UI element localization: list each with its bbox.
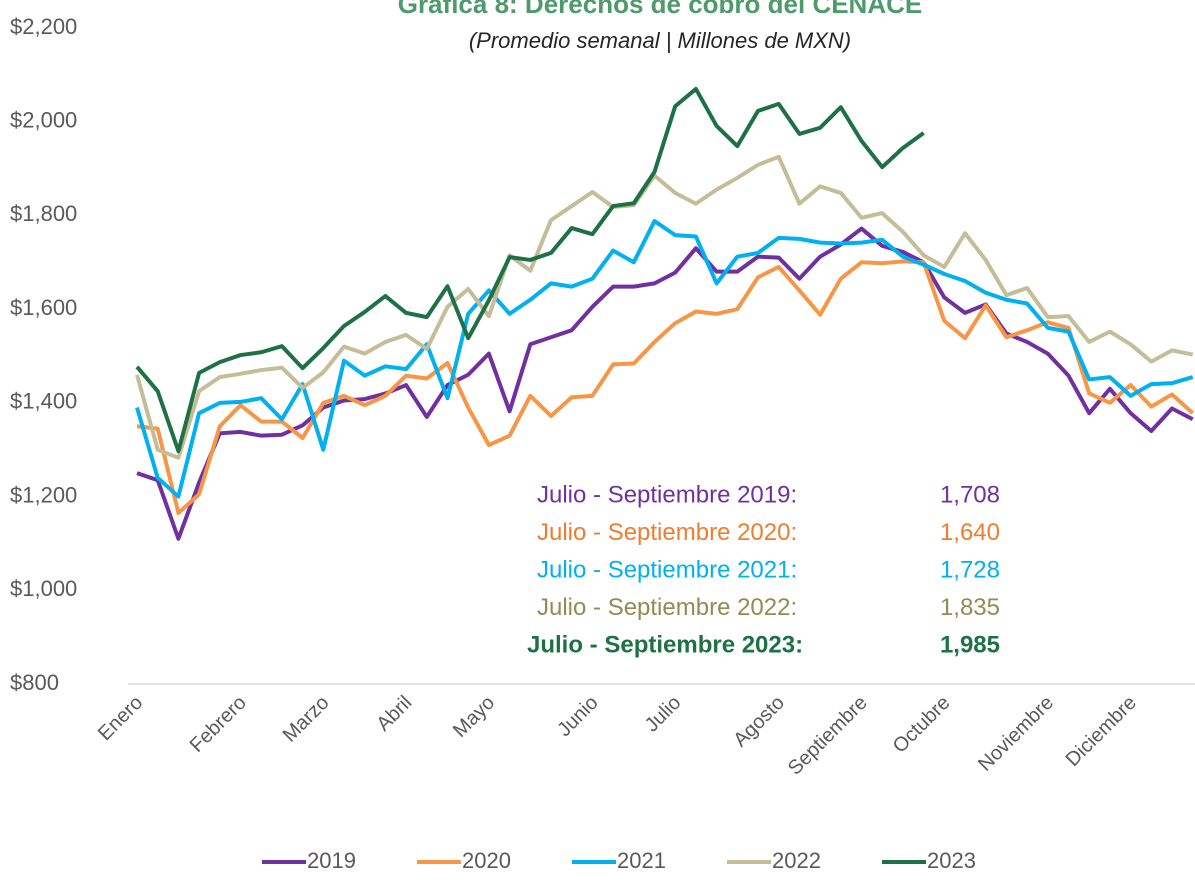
series-line <box>135 219 1194 499</box>
annotation-value: 1,708 <box>940 481 1000 508</box>
y-tick-label: $1,200 <box>10 482 77 507</box>
x-tick-label: Mayo <box>449 692 499 742</box>
x-tick-label: Agosto <box>729 692 789 752</box>
annotation-text: Julio - Septiembre 2019: <box>537 481 797 508</box>
annotation-value: 1,728 <box>940 556 1000 583</box>
y-tick-label: $800 <box>10 670 59 695</box>
x-tick-label: Noviembre <box>974 692 1058 776</box>
chart-title: Gráfica 8: Derechos de cobro del CENACE <box>398 0 922 19</box>
legend-label: 2023 <box>927 848 976 873</box>
y-tick-label: $1,600 <box>10 295 77 320</box>
x-tick-label: Abril <box>373 692 417 736</box>
y-tick-label: $2,200 <box>10 14 77 39</box>
y-tick-label: $1,800 <box>10 201 77 226</box>
annotation-text: Julio - Septiembre 2023: <box>527 631 803 658</box>
y-tick-label: $1,000 <box>10 576 77 601</box>
chart-subtitle: (Promedio semanal | Millones de MXN) <box>469 28 851 53</box>
x-tick-label: Diciembre <box>1062 692 1141 771</box>
legend-label: 2021 <box>617 848 666 873</box>
series-line <box>135 86 925 454</box>
y-tick-label: $2,000 <box>10 108 77 133</box>
legend-label: 2020 <box>462 848 511 873</box>
legend-label: 2022 <box>772 848 821 873</box>
annotation-value: 1,640 <box>940 519 1000 546</box>
x-tick-label: Enero <box>94 692 147 745</box>
annotation-text: Julio - Septiembre 2022: <box>537 594 797 621</box>
x-tick-label: Julio <box>641 692 686 737</box>
x-tick-label: Febrero <box>186 692 251 757</box>
annotation-text: Julio - Septiembre 2020: <box>537 519 797 546</box>
annotation-value: 1,835 <box>940 594 1000 621</box>
y-tick-label: $1,400 <box>10 389 77 414</box>
x-tick-label: Marzo <box>279 692 334 747</box>
x-tick-label: Junio <box>553 692 602 741</box>
series-line <box>135 154 1194 460</box>
annotation-value: 1,985 <box>940 631 1000 658</box>
annotation-text: Julio - Septiembre 2021: <box>537 556 797 583</box>
legend-label: 2019 <box>307 848 356 873</box>
x-tick-label: Septiembre <box>784 692 872 780</box>
x-tick-label: Octubre <box>889 692 955 758</box>
